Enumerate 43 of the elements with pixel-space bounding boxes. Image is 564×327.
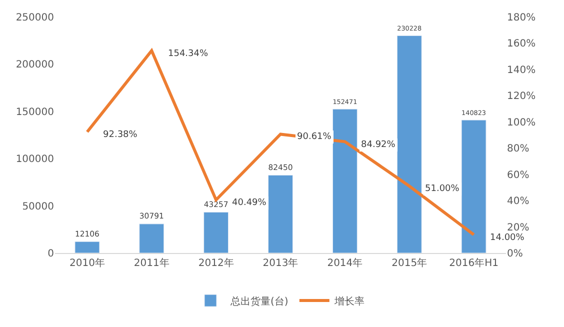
y2-tick-label: 80% bbox=[507, 144, 530, 155]
x-tick-label: 2010年 bbox=[69, 257, 105, 269]
y2-tick-label: 60% bbox=[507, 170, 530, 181]
y2-tick-label: 160% bbox=[507, 38, 536, 50]
y-tick-label: 100000 bbox=[16, 154, 54, 166]
data-label: 43257 bbox=[204, 200, 228, 209]
data-label: 40.49% bbox=[232, 198, 267, 208]
x-tick-label: 2011年 bbox=[134, 257, 170, 269]
legend-label: 增长率 bbox=[333, 295, 364, 308]
x-tick-label: 2013年 bbox=[262, 257, 298, 269]
bar bbox=[461, 120, 486, 253]
bar bbox=[268, 174, 293, 253]
x-tick-label: 2014年 bbox=[327, 257, 363, 269]
bar bbox=[396, 35, 422, 253]
y2-tick-label: 40% bbox=[507, 196, 530, 208]
data-label: 92.38% bbox=[103, 130, 138, 140]
y-tick-label: 50000 bbox=[22, 201, 54, 212]
x-tick-label: 2015年 bbox=[392, 257, 428, 269]
data-label: 30791 bbox=[139, 212, 164, 221]
data-label: 154.34% bbox=[168, 49, 208, 59]
x-tick-label: 2016年H1 bbox=[449, 257, 498, 269]
data-label: 14.00% bbox=[490, 233, 525, 243]
y-tick-label: 200000 bbox=[16, 60, 54, 71]
y2-tick-label: 180% bbox=[507, 12, 536, 24]
data-label: 82450 bbox=[268, 162, 293, 172]
y-tick-label: 150000 bbox=[16, 106, 54, 118]
y-tick-label: 0 bbox=[48, 248, 54, 260]
y2-tick-label: 140% bbox=[507, 64, 536, 76]
bar bbox=[204, 212, 229, 253]
x-tick-label: 2012年 bbox=[198, 257, 234, 269]
y2-tick-label: 100% bbox=[507, 117, 536, 128]
data-label: 51.00% bbox=[425, 184, 460, 194]
y-tick-label: 250000 bbox=[16, 12, 54, 24]
data-label: 84.92% bbox=[361, 140, 396, 150]
legend-label: 总出货量(台) bbox=[230, 295, 288, 308]
data-label: 90.61% bbox=[297, 132, 332, 142]
data-label: 12106 bbox=[74, 229, 100, 238]
y2-tick-label: 0% bbox=[507, 248, 523, 260]
bar bbox=[332, 108, 358, 253]
y2-tick-label: 120% bbox=[507, 91, 536, 102]
y2-tick-label: 20% bbox=[507, 222, 530, 234]
bar bbox=[74, 241, 100, 253]
bar bbox=[139, 224, 164, 253]
